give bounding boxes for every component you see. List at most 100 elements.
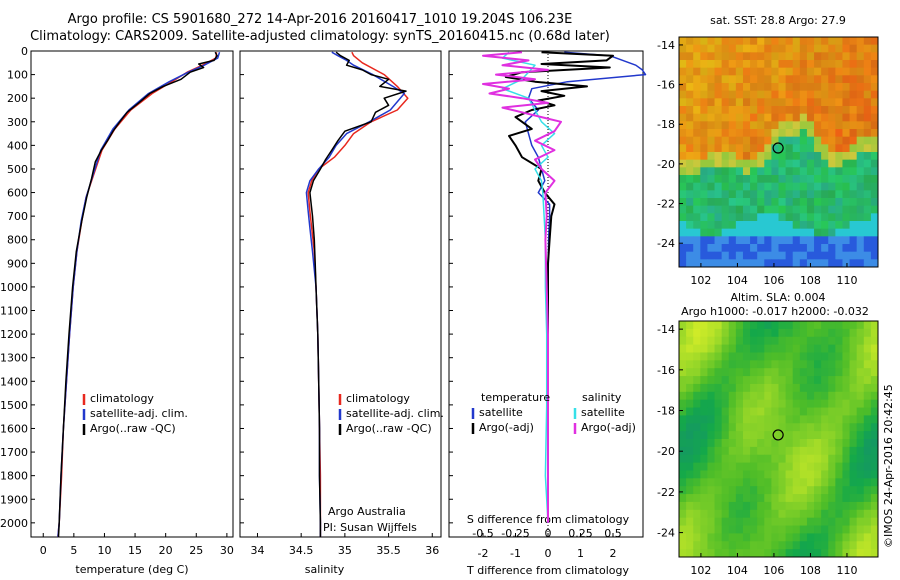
depth-tick-label: 1300 [0, 352, 28, 365]
depth-tick-label: 900 [7, 257, 28, 270]
depth-tick-label: 100 [7, 69, 28, 82]
sla_map-xtick-label: 108 [800, 564, 821, 577]
title-line-1: Argo profile: CS 5901680_272 14-Apr-2016… [67, 12, 573, 27]
depth-tick-label: 300 [7, 116, 28, 129]
s-diff-tick-label: -0.5 [472, 527, 493, 540]
sla_map-xtick-label: 102 [690, 564, 711, 577]
depth-tick-label: 1000 [0, 281, 28, 294]
sla_map-ytick-label: -20 [657, 445, 675, 458]
legend-label-s-sat: satellite-adj. clim. [346, 407, 444, 420]
sal-xtick-label: 35.5 [376, 544, 401, 557]
sal-xtick-label: 35 [338, 544, 352, 557]
t-diff-tick-label: 2 [610, 547, 617, 560]
depth-tick-label: 1900 [0, 493, 28, 506]
temp-line-argo [57, 51, 218, 538]
sla_map-ytick-label: -24 [657, 527, 675, 540]
legend-label-s-argo: Argo(..raw -QC) [346, 422, 432, 435]
sst_map-xtick-label: 108 [800, 274, 821, 287]
temp-xtick-label: 10 [97, 544, 111, 557]
sla_map-ytick-label: -22 [657, 486, 675, 499]
sla_map-xtick-label: 106 [763, 564, 784, 577]
sal-xtick-label: 34 [250, 544, 264, 557]
depth-tick-label: 1600 [0, 422, 28, 435]
t-diff-tick-label: -2 [478, 547, 489, 560]
sla-map-title: Altim. SLA: 0.004 [730, 291, 826, 304]
temp-xtick-label: 0 [40, 544, 47, 557]
depth-tick-label: 1700 [0, 446, 28, 459]
depth-tick-label: 1500 [0, 399, 28, 412]
temp-xlabel: temperature (deg C) [75, 563, 188, 576]
depth-tick-label: 1800 [0, 470, 28, 483]
legend-temperature-heading: temperature [481, 391, 550, 404]
sla_map-xtick-label: 104 [727, 564, 748, 577]
depth-tick-label: 800 [7, 234, 28, 247]
temp-xtick-label: 25 [189, 544, 203, 557]
depth-tick-label: 1400 [0, 375, 28, 388]
sst_map-xtick-label: 106 [763, 274, 784, 287]
depth-tick-label: 700 [7, 210, 28, 223]
sst_map-xtick-label: 104 [727, 274, 748, 287]
sst_map-ytick-label: -14 [657, 39, 675, 52]
pi-label: PI: Susan Wijffels [323, 521, 417, 534]
legend-label-t-clim: climatology [90, 392, 154, 405]
sal-xtick-label: 34.5 [289, 544, 314, 557]
diff-line-s-argo [482, 51, 562, 523]
sst_map-xtick-label: 110 [836, 274, 857, 287]
depth-tick-label: 200 [7, 92, 28, 105]
sst_map-frame [678, 36, 879, 268]
sst_map-ytick-label: -16 [657, 79, 675, 92]
sst_map-ytick-label: -22 [657, 198, 675, 211]
s-diff-tick-label: -0.25 [501, 527, 529, 540]
sla_map-argo-marker [772, 429, 784, 441]
depth-tick-label: 2000 [0, 517, 28, 530]
legend-label-d-t-argo: Argo(-adj) [479, 421, 534, 434]
temp-xtick-label: 20 [159, 544, 173, 557]
sal-xlabel: salinity [305, 563, 345, 576]
argo-australia-label: Argo Australia [328, 505, 406, 518]
t-diff-tick-label: -1 [510, 547, 521, 560]
sst_map-argo-marker [772, 142, 784, 154]
legend-label-d-t-sat: satellite [479, 406, 523, 419]
diff-line-s-sat [501, 51, 556, 523]
depth-tick-label: 1200 [0, 328, 28, 341]
depth-tick-label: 500 [7, 163, 28, 176]
salinity-panel-frame [239, 50, 442, 538]
title-line-2: Climatology: CARS2009. Satellite-adjuste… [30, 29, 610, 44]
t-diff-tick-label: 0 [545, 547, 552, 560]
temp-xtick-label: 5 [70, 544, 77, 557]
sla_map-ytick-label: -14 [657, 323, 675, 336]
s-diff-tick-label: 0.25 [568, 527, 593, 540]
sal-line-argo [309, 51, 407, 537]
legend-label-t-sat: satellite-adj. clim. [90, 407, 188, 420]
sst_map-xtick-label: 102 [690, 274, 711, 287]
legend-label-t-argo: Argo(..raw -QC) [90, 422, 176, 435]
depth-tick-label: 600 [7, 187, 28, 200]
depth-tick-label: 0 [21, 45, 28, 58]
sst_map-ytick-label: -24 [657, 237, 675, 250]
t-diff-xlabel: T difference from climatology [466, 564, 629, 577]
sla_map-frame [678, 320, 879, 558]
sla_map-image [679, 321, 879, 558]
s-diff-tick-label: 0 [545, 527, 552, 540]
legend-label-s-clim: climatology [346, 392, 410, 405]
depth-tick-label: 1100 [0, 305, 28, 318]
sla-map-subtitle: Argo h1000: -0.017 h2000: -0.032 [681, 305, 869, 318]
sst_map-image [679, 37, 879, 268]
legend-salinity-heading: salinity [582, 391, 622, 404]
legend-label-d-s-argo: Argo(-adj) [581, 421, 636, 434]
sla_map-xtick-label: 110 [836, 564, 857, 577]
sla_map-ytick-label: -16 [657, 364, 675, 377]
temp-xtick-label: 15 [128, 544, 142, 557]
sst_map-ytick-label: -18 [657, 118, 675, 131]
legend-label-d-s-sat: satellite [581, 406, 625, 419]
t-diff-tick-label: 1 [577, 547, 584, 560]
sal-xtick-label: 36 [425, 544, 439, 557]
depth-tick-label: 400 [7, 139, 28, 152]
temperature-panel-frame [30, 50, 234, 538]
sst-map-title: sat. SST: 28.8 Argo: 27.9 [710, 14, 846, 27]
temp-xtick-label: 30 [220, 544, 234, 557]
s-diff-tick-label: 0.5 [604, 527, 622, 540]
sst_map-ytick-label: -20 [657, 158, 675, 171]
sla_map-ytick-label: -18 [657, 405, 675, 418]
